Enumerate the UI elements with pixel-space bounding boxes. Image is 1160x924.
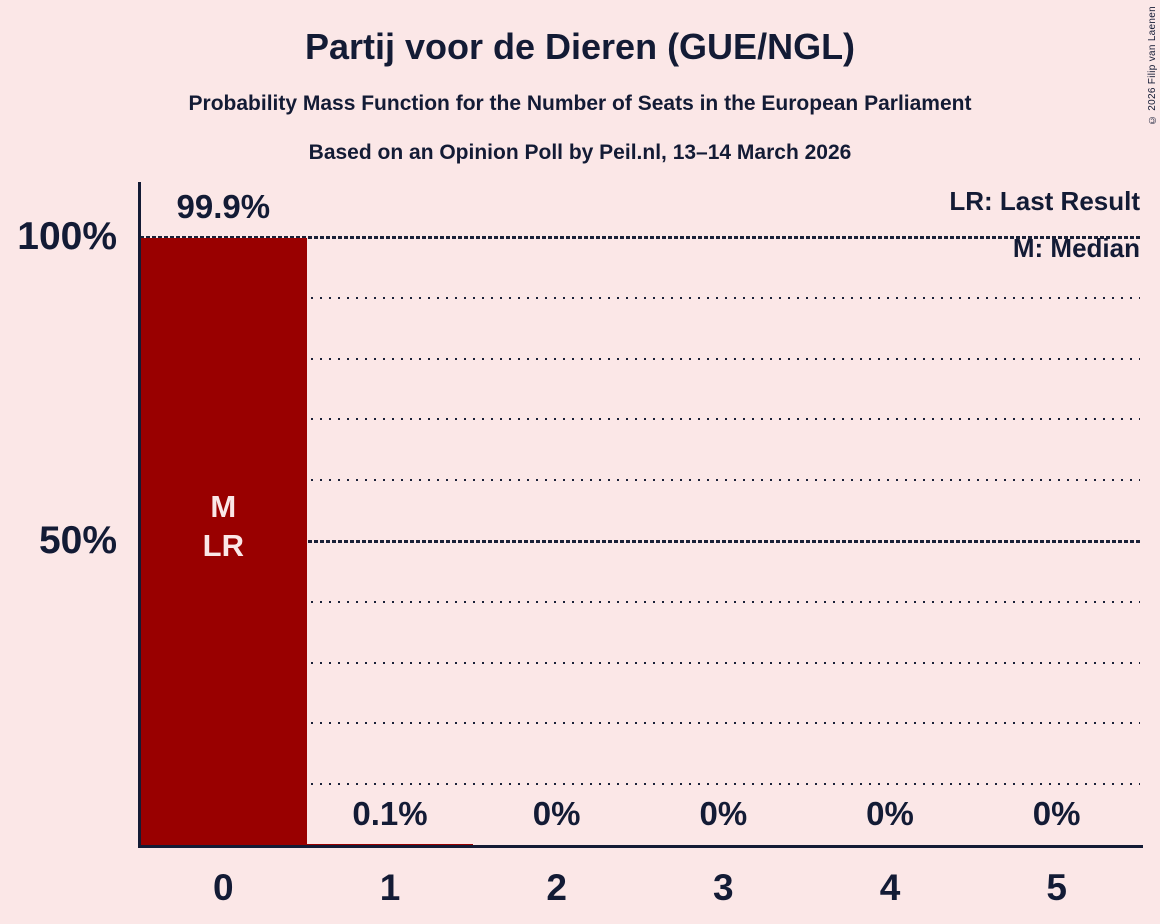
x-axis-label-seats-3: 3 xyxy=(713,867,734,908)
gridline-40pct xyxy=(140,600,1140,603)
x-axis-label-seats-0: 0 xyxy=(213,867,234,908)
value-label-seats-4: 0% xyxy=(866,795,914,832)
x-axis-label-seats-5: 5 xyxy=(1046,867,1067,908)
gridline-50pct xyxy=(140,540,1140,543)
copyright-notice: © 2026 Filip van Laenen xyxy=(1147,6,1158,126)
gridline-60pct xyxy=(140,479,1140,482)
value-label-seats-2: 0% xyxy=(532,795,581,832)
gridline-80pct xyxy=(140,357,1140,360)
gridline-20pct xyxy=(140,722,1140,725)
value-label-seats-1: 0.1% xyxy=(352,795,428,832)
gridline-10pct xyxy=(140,783,1140,786)
bar-seats-1 xyxy=(306,844,474,845)
value-label-seats-0: 99.9% xyxy=(176,187,271,225)
chart-poll-info: Based on an Opinion Poll by Peil.nl, 13–… xyxy=(308,141,852,164)
x-axis-label-seats-2: 2 xyxy=(546,867,567,908)
gridline-100pct xyxy=(140,236,1140,239)
y-axis-line xyxy=(138,182,141,848)
y-axis-label-50: 50% xyxy=(38,519,117,562)
x-axis-line xyxy=(138,845,1143,848)
chart-subtitle: Probability Mass Function for the Number… xyxy=(188,92,972,115)
bar-annotation-median-lastresult: M LR xyxy=(140,487,307,565)
bar-annotation-line: M xyxy=(210,489,237,525)
value-label-seats-5: 0% xyxy=(1032,795,1081,832)
bar-annotation-line: LR xyxy=(202,528,244,564)
bar-seats-0 xyxy=(140,237,307,845)
value-label-seats-3: 0% xyxy=(699,795,748,832)
gridline-90pct xyxy=(140,296,1140,299)
gridline-30pct xyxy=(140,661,1140,664)
x-axis-label-seats-1: 1 xyxy=(379,867,401,908)
y-axis-label-100: 100% xyxy=(17,215,117,258)
x-axis-label-seats-4: 4 xyxy=(879,867,901,908)
chart-title: Partij voor de Dieren (GUE/NGL) xyxy=(304,26,856,67)
gridline-70pct xyxy=(140,418,1140,421)
legend-last-result: LR: Last Result xyxy=(949,186,1140,216)
